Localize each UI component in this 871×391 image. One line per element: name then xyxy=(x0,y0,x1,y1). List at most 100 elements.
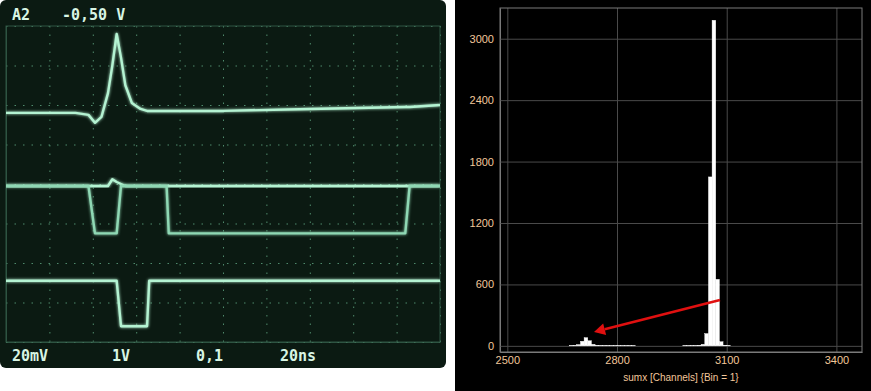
histogram-bar xyxy=(727,345,731,346)
grid-line xyxy=(266,26,267,342)
grid-line xyxy=(500,100,862,101)
histogram-bar xyxy=(632,345,636,346)
grid-line xyxy=(6,263,440,264)
histogram-bar xyxy=(723,345,727,347)
histogram-bar xyxy=(577,345,581,346)
histogram-bar xyxy=(646,345,650,346)
grid-line xyxy=(507,8,508,352)
histogram-bar xyxy=(606,345,610,346)
grid-line xyxy=(500,162,862,163)
screen-label: 20mV xyxy=(12,347,48,365)
tick xyxy=(6,263,440,264)
figure: A2-0,50 V20mV1V0,120ns060012001800240030… xyxy=(0,0,871,391)
grid-line xyxy=(6,303,440,304)
histogram-bar xyxy=(697,345,701,347)
histogram-bar xyxy=(624,345,628,346)
tick-label: 1800 xyxy=(470,156,494,168)
grid-line xyxy=(6,66,440,67)
tick xyxy=(223,26,224,342)
grid-line xyxy=(6,145,440,146)
tick xyxy=(6,303,440,304)
histogram-bar xyxy=(569,345,573,346)
x-axis xyxy=(7,26,441,343)
tick: 3100 xyxy=(715,8,739,366)
tick xyxy=(6,224,440,225)
histogram-bar xyxy=(701,344,705,346)
bars xyxy=(569,20,730,346)
histogram-bar xyxy=(686,345,690,346)
histogram-bar xyxy=(584,338,588,346)
x-axis: 2500 2800 3100 3400 xyxy=(496,8,863,366)
screen-label: 1V xyxy=(112,347,130,365)
tick-label: 2800 xyxy=(605,354,629,366)
grid-line xyxy=(310,26,311,342)
screen-background xyxy=(0,0,446,368)
grid-line xyxy=(93,26,94,342)
histogram-bar xyxy=(716,279,720,346)
tick: 2800 xyxy=(605,8,629,366)
histogram-bar xyxy=(628,345,632,346)
histogram-bar xyxy=(690,345,694,346)
histogram-bar xyxy=(694,345,698,346)
tick: 2400 xyxy=(470,94,862,106)
tick-label: 2400 xyxy=(470,94,494,106)
arrow-head xyxy=(594,323,606,335)
grid-line xyxy=(836,8,837,352)
plot-frame xyxy=(6,26,440,342)
tick: 3400 xyxy=(825,8,849,366)
tick: 1200 xyxy=(470,217,862,229)
histogram-bar xyxy=(708,177,712,346)
histogram-bar xyxy=(668,345,672,346)
screen-label: -0,50 V xyxy=(62,6,125,24)
trace xyxy=(6,186,440,233)
tick-label: 2500 xyxy=(496,354,520,366)
histogram-bar xyxy=(712,20,716,346)
arrow-shaft xyxy=(605,300,720,329)
tick-label: 1200 xyxy=(470,217,494,229)
grid-line xyxy=(136,26,137,342)
tick xyxy=(353,26,354,342)
tick xyxy=(266,26,267,342)
grid-line xyxy=(353,26,354,342)
screen-label: 0,1 xyxy=(196,347,223,365)
tick-label: 3000 xyxy=(470,33,494,45)
histogram-bar xyxy=(602,345,606,346)
scope-panel: A2-0,50 V20mV1V0,120ns xyxy=(0,0,446,368)
histogram-bar xyxy=(705,334,709,346)
histogram-bar xyxy=(595,345,599,347)
canvas: A2-0,50 V20mV1V0,120ns060012001800240030… xyxy=(0,0,871,391)
grid-line xyxy=(500,284,862,285)
screen-label: A2 xyxy=(12,6,30,24)
histogram-bar xyxy=(617,345,621,346)
tick: 600 xyxy=(476,278,862,290)
histogram-bar xyxy=(588,341,592,346)
histogram-panel: 0 600 1200 1800 2400 3000 2500 2800 3100 3400 sumx… xyxy=(455,0,871,391)
grid-line xyxy=(223,26,224,342)
tick: 3000 xyxy=(470,33,862,45)
trace xyxy=(6,281,440,326)
grid-line xyxy=(500,223,862,224)
x-axis-title: sumx [Channels] {Bin = 1} xyxy=(623,372,739,383)
histogram-bar xyxy=(580,341,584,346)
traces xyxy=(6,34,440,326)
histogram-bar xyxy=(654,345,658,346)
tick xyxy=(6,66,440,67)
histogram-bar xyxy=(679,345,683,346)
histogram-bar xyxy=(676,345,680,346)
tick: 1800 xyxy=(470,156,862,168)
histogram-bar xyxy=(573,345,577,346)
panel-background xyxy=(455,0,871,391)
tick-label: 3400 xyxy=(825,354,849,366)
histogram-bar xyxy=(635,345,639,346)
tick: 2500 xyxy=(496,8,520,366)
grid-line xyxy=(617,8,618,352)
histogram-bar xyxy=(665,345,669,346)
histogram-bar xyxy=(591,344,595,346)
grid-line xyxy=(727,8,728,352)
tick xyxy=(93,26,94,342)
tick-label: 3100 xyxy=(715,354,739,366)
tick-label: 0 xyxy=(488,340,494,352)
histogram-bar xyxy=(643,345,647,346)
plot-frame xyxy=(500,8,862,352)
tick-label: 600 xyxy=(476,278,494,290)
